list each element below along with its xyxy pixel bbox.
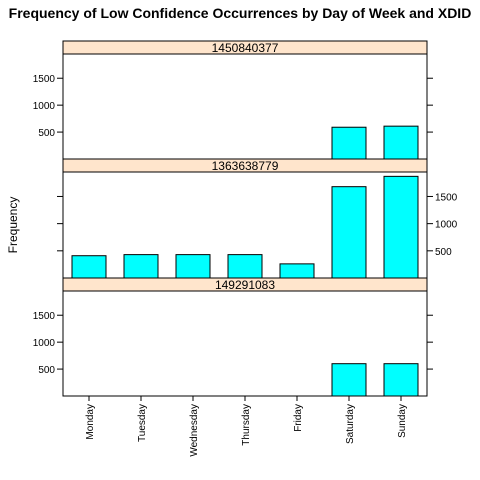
bar bbox=[279, 263, 315, 279]
x-tick-label: Sunday bbox=[397, 404, 408, 438]
panel-frame bbox=[62, 53, 428, 160]
y-tick-label: 1000 bbox=[435, 220, 458, 231]
bar bbox=[331, 186, 367, 279]
bar bbox=[71, 255, 107, 279]
x-tick-label: Friday bbox=[293, 404, 304, 432]
x-tick-label: Saturday bbox=[345, 404, 356, 444]
bar bbox=[227, 254, 263, 279]
y-tick-label: 1000 bbox=[33, 101, 56, 112]
y-tick-label: 1500 bbox=[33, 74, 56, 85]
y-tick-label: 1500 bbox=[33, 311, 56, 322]
y-axis-label: Frequency bbox=[6, 197, 20, 254]
bar bbox=[383, 363, 419, 397]
x-tick-label: Thursday bbox=[241, 404, 252, 446]
y-tick-label: 1000 bbox=[33, 338, 56, 349]
panel-frame bbox=[62, 290, 428, 397]
y-tick-label: 500 bbox=[38, 365, 55, 376]
panel-strip-label: 1363638779 bbox=[212, 159, 279, 173]
panel-strip-label: 1450840377 bbox=[212, 41, 279, 55]
plot-area: 1450840377 500 1000 1500 1363638779 500 1000 15… bbox=[33, 40, 458, 457]
y-tick-label: 1500 bbox=[435, 192, 458, 203]
panel-strip-label: 149291083 bbox=[215, 278, 275, 292]
x-tick-label: Monday bbox=[85, 404, 96, 440]
y-tick-label: 500 bbox=[38, 128, 55, 139]
bar bbox=[331, 363, 367, 397]
y-tick-label: 500 bbox=[435, 247, 452, 258]
bar bbox=[175, 254, 211, 279]
x-tick-label: Wednesday bbox=[189, 404, 200, 457]
bar bbox=[383, 175, 419, 279]
bar bbox=[123, 254, 159, 279]
x-tick-label: Tuesday bbox=[137, 404, 148, 442]
bar bbox=[331, 126, 367, 160]
bar bbox=[383, 125, 419, 160]
chart-title: Frequency of Low Confidence Occurrences … bbox=[9, 5, 472, 21]
